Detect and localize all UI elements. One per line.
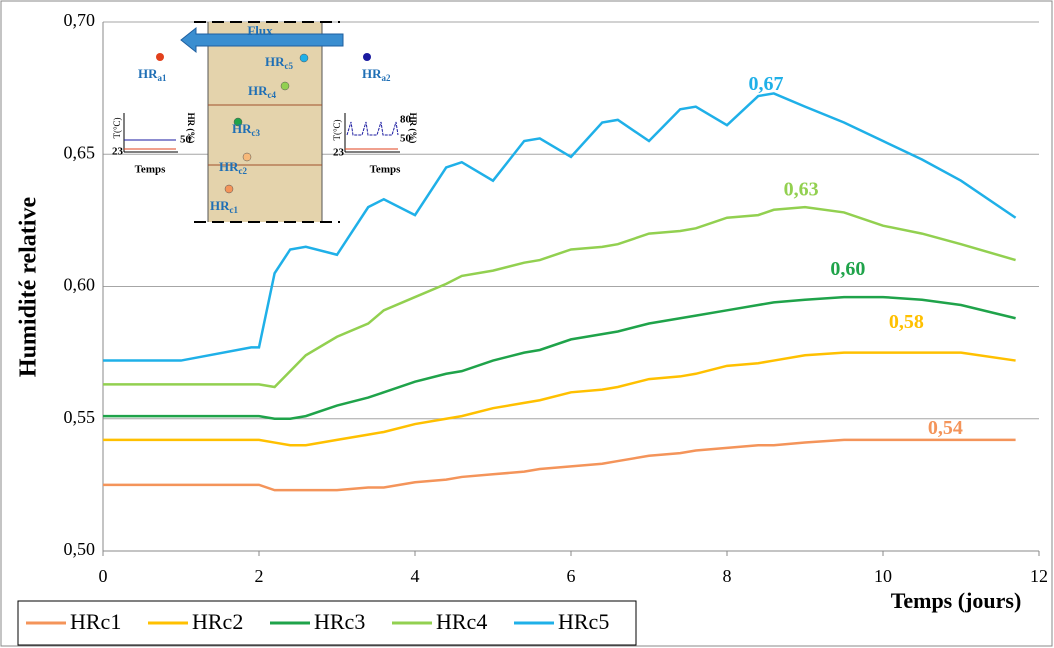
legend-label: HRc5 [558, 609, 609, 634]
y-axis-title: Humidité relative [16, 197, 42, 378]
sensor-name: HR [138, 66, 158, 81]
sensor-name: HR [248, 83, 268, 98]
sensor-sub: c5 [285, 61, 294, 71]
hr-line [346, 121, 399, 136]
time-label: Temps [370, 164, 401, 176]
sensor-sub: c2 [239, 166, 248, 176]
sensor-sub: a2 [382, 73, 392, 83]
x-tick-label: 12 [1030, 566, 1048, 586]
series-line [103, 438, 1016, 492]
hr-value: 50 [400, 133, 412, 145]
sensor-label: HRc5 [265, 54, 293, 71]
sensor-name: HR [232, 121, 252, 136]
x-axis-title: Temps (jours) [891, 588, 1022, 613]
left-graph: T(°C) HR (%) 50 23 Temps [112, 113, 196, 176]
x-tick-label: 8 [723, 566, 732, 586]
y-tick-label: 0,50 [64, 539, 96, 559]
series-line [103, 205, 1016, 389]
x-tick-label: 10 [874, 566, 892, 586]
legend-label: HRc2 [192, 609, 243, 634]
hr-value: 50 [180, 134, 192, 146]
sensor-dot [224, 184, 234, 194]
series-line [103, 92, 1017, 362]
x-tick-label: 6 [567, 566, 576, 586]
y-tick-label: 0,55 [64, 407, 96, 427]
sensor-dot [299, 53, 309, 63]
sensor-dot [233, 117, 243, 127]
sensor-sub: c4 [268, 90, 277, 100]
t-value: 23 [112, 146, 124, 158]
t-value: 23 [333, 147, 345, 159]
x-tick-label: 0 [99, 566, 108, 586]
sensor-label: HRa2 [362, 66, 391, 83]
y-tick-label: 0,70 [64, 10, 96, 30]
sensor-dot [280, 81, 290, 91]
sensor-dot [363, 53, 371, 61]
time-label: Temps [135, 164, 166, 176]
t-axis: T(°C) [112, 117, 122, 138]
sensor-sub: c1 [230, 205, 239, 215]
peak-label: 0,58 [889, 311, 924, 333]
sensor-name: HR [265, 54, 285, 69]
sensor-sub: c3 [252, 128, 261, 138]
peak-label: 0,60 [830, 258, 865, 280]
y-tick-label: 0,65 [64, 142, 96, 162]
legend-label: HRc4 [436, 609, 487, 634]
peak-label: 0,63 [784, 179, 819, 201]
series-line [103, 351, 1016, 447]
sensor-name: HR [210, 198, 230, 213]
flux-arrow [180, 26, 344, 54]
hr-axis: HR (%) [408, 113, 418, 144]
sensor-label: HRc3 [232, 121, 260, 138]
sensor-label: HRa1 [138, 66, 167, 83]
legend-label: HRc3 [314, 609, 365, 634]
sensor-name: HR [362, 66, 382, 81]
series-line [103, 295, 1016, 420]
peak-label: 0,54 [928, 417, 963, 439]
x-tick-label: 4 [411, 566, 420, 586]
right-graph: T(°C) HR (%) 80 50 23 Temps [332, 113, 418, 176]
sensor-dot [156, 53, 164, 61]
y-tick-label: 0,60 [64, 275, 96, 295]
sensor-name: HR [219, 159, 239, 174]
x-tick-label: 2 [255, 566, 264, 586]
sensor-label: HRc4 [248, 83, 276, 100]
peak-label: 0,67 [749, 73, 784, 95]
sensor-label: HRc1 [210, 198, 238, 215]
sensor-label: HRc2 [219, 159, 247, 176]
legend-items: HRc1 HRc2 HRc3 HRc4 HRc5 [26, 609, 609, 634]
sensor-dot [242, 152, 252, 162]
wall [208, 22, 322, 222]
hr-axis: HR (%) [186, 113, 196, 144]
sensor-sub: a1 [158, 73, 168, 83]
flux-label: Flux [247, 23, 273, 38]
t-axis: T(°C) [332, 119, 342, 140]
hr-high-value: 80 [400, 114, 412, 126]
legend-label: HRc1 [70, 609, 121, 634]
